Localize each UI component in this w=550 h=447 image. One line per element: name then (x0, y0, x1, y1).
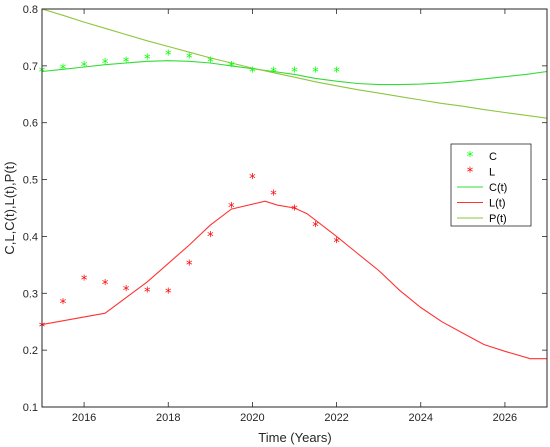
x-axis-title: Time (Years) (258, 430, 331, 445)
x-tick-label: 2026 (493, 412, 517, 424)
x-tick-label: 2024 (409, 412, 433, 424)
series-line-p-t (41, 8, 548, 119)
series-line-l-t (41, 200, 547, 360)
y-tick-label: 0.1 (23, 402, 38, 414)
y-tick-label: 0.2 (23, 345, 38, 357)
legend-swatch-l: * (467, 166, 474, 181)
legend-swatch-c: * (467, 150, 474, 165)
y-axis-title: C,L,C(t),L(t),P(t) (2, 161, 17, 254)
data-point-c: * (123, 55, 130, 70)
data-point-l: * (228, 201, 235, 216)
data-point-c: * (312, 66, 319, 81)
data-point-c: * (102, 57, 109, 72)
legend: * C * L C(t) L(t) P(t) (450, 143, 532, 227)
legend-label-c: C (489, 151, 497, 163)
data-point-l: * (81, 274, 88, 289)
legend-entries: * C * L C(t) L(t) P(t) (457, 150, 507, 225)
x-tick-label: 2016 (72, 412, 96, 424)
series-lines (41, 8, 548, 360)
y-tick-label: 0.8 (23, 4, 38, 16)
data-point-l: * (291, 204, 298, 219)
data-point-l: * (207, 230, 214, 245)
legend-label-p-t: P(t) (489, 213, 507, 225)
data-point-l: * (165, 287, 172, 302)
y-tick-label: 0.6 (23, 118, 38, 130)
data-point-l: * (333, 236, 340, 251)
x-tick-label: 2018 (156, 412, 180, 424)
data-point-c: * (291, 66, 298, 81)
data-point-l: * (102, 278, 109, 293)
data-point-c: * (165, 48, 172, 63)
data-point-c: * (207, 55, 214, 70)
legend-label-l: L (489, 167, 495, 179)
data-point-c: * (270, 66, 277, 81)
data-point-c: * (333, 66, 340, 81)
legend-box (450, 143, 532, 227)
data-point-l: * (270, 188, 277, 203)
legend-label-l-t: L(t) (489, 198, 506, 210)
data-point-c: * (249, 66, 256, 81)
data-point-c: * (81, 60, 88, 75)
x-tick-label: 2022 (324, 412, 348, 424)
legend-label-c-t: C(t) (489, 182, 507, 194)
y-tick-label: 0.5 (23, 175, 38, 187)
y-tick-label: 0.3 (23, 288, 38, 300)
data-point-l: * (123, 284, 130, 299)
data-point-l: * (249, 172, 256, 187)
data-point-l: * (312, 220, 319, 235)
data-point-c: * (144, 52, 151, 67)
data-point-l: * (60, 297, 67, 312)
y-tick-label: 0.7 (23, 61, 38, 73)
x-tick-label: 2020 (240, 412, 264, 424)
series-line-c-t (41, 60, 548, 86)
data-point-c: * (60, 63, 67, 78)
plot-frame (41, 8, 548, 408)
data-point-l: * (144, 286, 151, 301)
data-point-l: * (186, 258, 193, 273)
data-point-c: * (228, 60, 235, 75)
data-point-c: * (186, 51, 193, 66)
y-tick-label: 0.4 (23, 231, 38, 243)
axis-ticks: 2016 2018 2020 2022 2024 2026 0.1 0.2 0.3 0.4 0.5 0… (23, 4, 547, 424)
series-markers: * * * * * * * * * * * * * * **** * * * ********* (39, 48, 341, 335)
